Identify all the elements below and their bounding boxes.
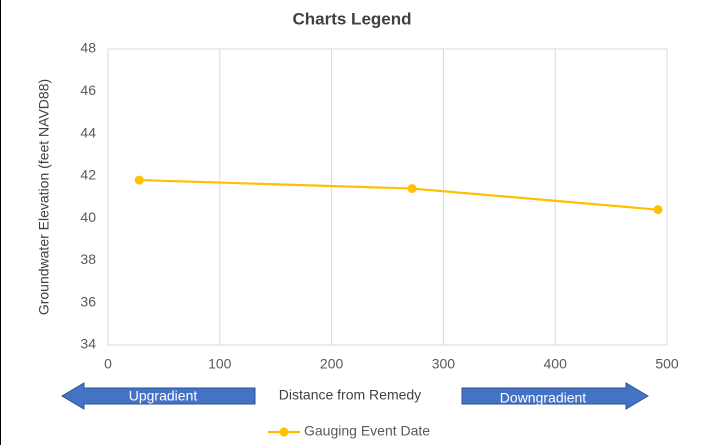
x-tick-label: 0 xyxy=(104,356,112,372)
legend-label: Gauging Event Date xyxy=(304,423,430,439)
y-tick-label: 36 xyxy=(80,293,96,309)
x-tick-label: 200 xyxy=(320,356,344,372)
y-axis-title: Groundwater Elevation (feet NAVD88) xyxy=(36,79,52,315)
series-line xyxy=(139,178,659,211)
x-tick-label: 400 xyxy=(544,356,568,372)
y-tick-label: 44 xyxy=(80,124,96,140)
x-tick-label: 300 xyxy=(432,356,456,372)
annotation: Upgradient xyxy=(129,388,198,404)
y-tick-label: 46 xyxy=(80,82,96,98)
data-point xyxy=(134,175,144,185)
y-tick-label: 42 xyxy=(80,167,96,183)
y-tick-label: 34 xyxy=(80,336,96,352)
annotation: Downgradient xyxy=(500,390,586,406)
data-point xyxy=(407,184,417,194)
y-tick-label: 40 xyxy=(80,209,96,225)
legend-marker xyxy=(279,427,289,437)
chart-title: Charts Legend xyxy=(292,9,411,28)
x-axis-title: Distance from Remedy xyxy=(279,387,421,403)
x-tick-label: 100 xyxy=(208,356,232,372)
x-tick-label: 500 xyxy=(655,356,679,372)
data-point xyxy=(653,205,663,215)
y-tick-label: 38 xyxy=(80,251,96,267)
plot-border xyxy=(107,48,668,346)
y-tick-label: 48 xyxy=(80,40,96,56)
downgradient-arrow xyxy=(461,382,649,410)
upgradient-arrow xyxy=(61,382,256,410)
